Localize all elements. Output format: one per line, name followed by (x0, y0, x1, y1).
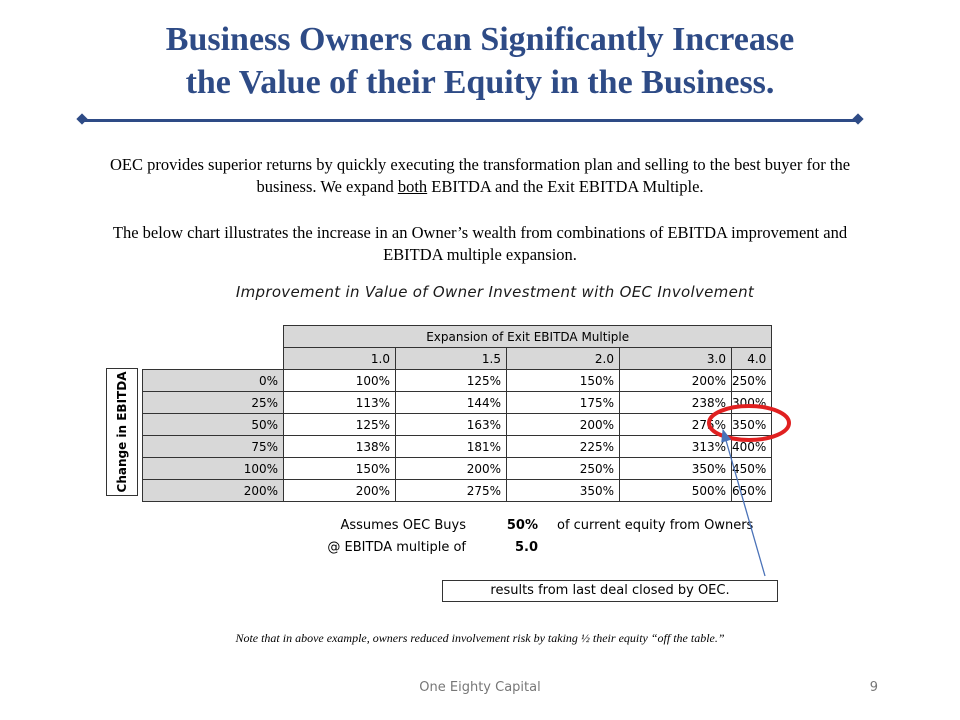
assumption-label-1: Assumes OEC Buys (340, 518, 466, 533)
slide-title: Business Owners can Significantly Increa… (0, 18, 960, 104)
row-label: 0% (142, 369, 284, 392)
returns-table: Expansion of Exit EBITDA Multiple 1.0 1.… (142, 325, 773, 502)
intro-paragraph: OEC provides superior returns by quickly… (100, 154, 860, 198)
title-line-2: the Value of their Equity in the Busines… (185, 64, 775, 101)
value-cell: 500% (619, 479, 732, 502)
table-header-row: Expansion of Exit EBITDA Multiple (143, 325, 773, 348)
multiple-header: 1.5 (395, 347, 507, 370)
value-cell: 275% (395, 479, 507, 502)
multiple-header: 2.0 (506, 347, 620, 370)
footer-company: One Eighty Capital (419, 680, 541, 695)
value-cell: 650% (730, 479, 773, 502)
row-label: 200% (142, 479, 284, 502)
footnote: Note that in above example, owners reduc… (235, 631, 725, 645)
page-number: 9 (869, 680, 878, 695)
column-group-header: Expansion of Exit EBITDA Multiple (282, 325, 773, 348)
assumption-value-1: 50% (506, 518, 538, 533)
value-cell: 181% (395, 435, 507, 458)
callout-arrow (721, 428, 766, 577)
table-row: 0% 100% 125% 150% 200% 250% (142, 369, 773, 392)
multiple-header: 1.0 (283, 347, 396, 370)
title-line-1: Business Owners can Significantly Increa… (165, 21, 795, 58)
value-cell: 125% (395, 369, 507, 392)
row-label: 50% (142, 413, 284, 436)
chart-explanation: The below chart illustrates the increase… (112, 223, 848, 264)
callout-box: results from last deal closed by OEC. (442, 580, 778, 602)
value-cell: 163% (395, 413, 507, 436)
assumption-suffix-1: of current equity from Owners (557, 518, 754, 533)
value-cell: 450% (730, 457, 773, 480)
assumption-value-2: 5.0 (514, 540, 538, 555)
intro-text-end: EBITDA and the Exit EBITDA Multiple. (427, 177, 704, 196)
table-row: 25% 113% 144% 175% 238% 300% (142, 391, 773, 414)
intro-underlined-word: both (397, 177, 428, 196)
highlighted-value-cell: 350% (730, 413, 773, 436)
chart-title: Improvement in Value of Owner Investment… (235, 283, 755, 301)
row-label: 75% (142, 435, 284, 458)
multiple-header-row: 1.0 1.5 2.0 3.0 4.0 (143, 347, 773, 370)
value-cell: 200% (283, 479, 396, 502)
table-row: 200% 200% 275% 350% 500% 650% (142, 479, 773, 502)
intro-text-start: OEC provides superior returns by quickly… (109, 155, 851, 196)
row-group-label-box: Change in EBITDA (106, 368, 138, 496)
table-row: 50% 125% 163% 200% 275% 350% (142, 413, 773, 436)
assumption-label-2: @ EBITDA multiple of (327, 540, 466, 555)
value-cell: 313% (619, 435, 732, 458)
row-label: 25% (142, 391, 284, 414)
title-divider (76, 113, 864, 125)
highlight-circle (707, 404, 791, 442)
row-label: 100% (142, 457, 284, 480)
